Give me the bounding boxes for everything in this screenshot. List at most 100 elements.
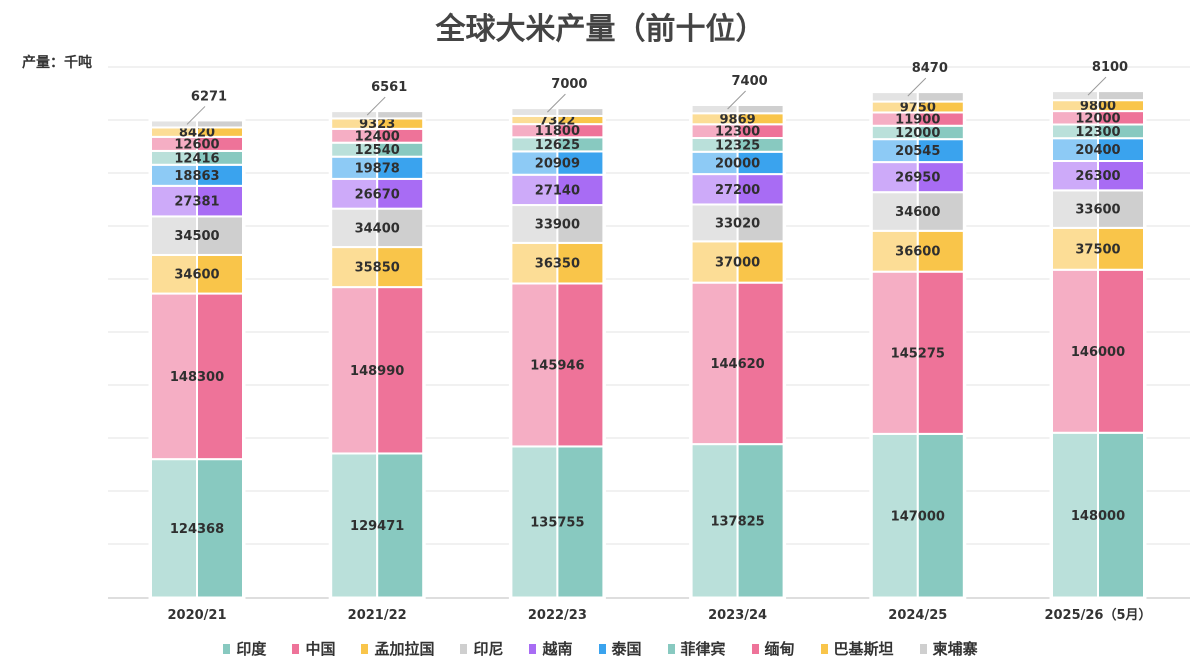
data-label: 137825 bbox=[710, 515, 764, 530]
legend-label: 中国 bbox=[305, 640, 336, 658]
legend-label: 印度 bbox=[236, 640, 267, 658]
data-label: 12625 bbox=[535, 138, 580, 153]
bar-segment-2-left bbox=[870, 270, 919, 435]
legend-item: 中国 bbox=[292, 638, 335, 659]
data-label: 8420 bbox=[179, 126, 215, 141]
bar-segment-10 bbox=[556, 107, 605, 117]
data-label: 36600 bbox=[895, 245, 940, 260]
callout-line bbox=[186, 106, 206, 125]
legend-swatch bbox=[529, 643, 537, 654]
chart-title: 全球大米产量（前十位） bbox=[435, 12, 766, 47]
data-label: 124368 bbox=[170, 522, 224, 537]
data-label: 37000 bbox=[715, 255, 760, 270]
data-label: 12000 bbox=[1075, 111, 1120, 126]
legend-item: 菲律宾 bbox=[667, 638, 726, 659]
bar-segment-10 bbox=[916, 91, 965, 103]
bar-segment-10 bbox=[376, 110, 425, 120]
callout-line bbox=[727, 90, 746, 110]
data-label: 148000 bbox=[1071, 509, 1125, 524]
data-label: 18863 bbox=[174, 169, 219, 184]
data-label: 9869 bbox=[720, 112, 756, 127]
data-label: 148300 bbox=[170, 370, 224, 385]
bar-segment-3 bbox=[556, 241, 605, 285]
data-label: 12540 bbox=[355, 143, 400, 158]
legend-item: 越南 bbox=[529, 638, 573, 659]
data-label: 26670 bbox=[355, 187, 400, 202]
bar-segment-4-left bbox=[1051, 189, 1099, 229]
bar-outline bbox=[869, 89, 967, 600]
bar-segment-10 bbox=[736, 103, 785, 115]
data-label: 12300 bbox=[715, 125, 760, 140]
data-label: 19878 bbox=[355, 161, 400, 176]
bar-segment-10 bbox=[1097, 90, 1145, 102]
data-label: 12400 bbox=[355, 129, 400, 144]
x-tick-label: 2024/25 bbox=[888, 608, 947, 623]
legend-swatch bbox=[460, 643, 468, 654]
legend-item: 孟加拉国 bbox=[361, 638, 434, 659]
data-label: 35850 bbox=[355, 261, 400, 276]
data-label: 12300 bbox=[1075, 125, 1120, 140]
legend-swatch bbox=[751, 643, 759, 654]
bar-segment-5 bbox=[376, 177, 425, 210]
legend-label: 缅甸 bbox=[764, 640, 795, 658]
data-label: 12416 bbox=[174, 151, 219, 166]
legend-swatch bbox=[598, 643, 606, 654]
legend-swatch bbox=[361, 643, 369, 654]
data-label: 20000 bbox=[715, 156, 760, 171]
bar-segment-3 bbox=[736, 240, 785, 284]
legend-item: 柬埔寨 bbox=[919, 638, 978, 659]
callout-line bbox=[366, 96, 386, 116]
bar-outline bbox=[508, 105, 606, 600]
data-label: 9323 bbox=[359, 117, 395, 132]
bar-segment-4 bbox=[376, 207, 425, 249]
data-label: 20545 bbox=[895, 144, 940, 159]
bar-segment-10 bbox=[196, 119, 244, 129]
data-label: 34500 bbox=[174, 229, 219, 244]
bar-segment-2-left bbox=[510, 282, 559, 448]
legend-swatch bbox=[820, 643, 828, 654]
legend-label: 印尼 bbox=[473, 640, 504, 658]
data-label: 26300 bbox=[1075, 169, 1120, 184]
data-label: 34600 bbox=[895, 205, 940, 220]
data-label: 34600 bbox=[174, 268, 219, 283]
bar-segment-2 bbox=[736, 281, 785, 446]
data-label: 144620 bbox=[710, 357, 764, 372]
legend-label: 泰国 bbox=[611, 640, 642, 658]
bar-segment-2-left bbox=[150, 292, 198, 461]
data-label: 36350 bbox=[535, 257, 580, 272]
data-label-top: 7000 bbox=[551, 77, 587, 92]
data-label: 12000 bbox=[895, 126, 940, 141]
x-tick-label: 2020/21 bbox=[167, 608, 226, 623]
data-label-top: 8470 bbox=[912, 61, 948, 76]
x-tick-label: 2023/24 bbox=[708, 608, 767, 623]
legend-item: 泰国 bbox=[598, 638, 642, 659]
data-label: 129471 bbox=[350, 519, 404, 534]
legend-swatch bbox=[919, 643, 927, 654]
bar-segment-2-left bbox=[690, 281, 739, 446]
data-label: 148990 bbox=[350, 364, 404, 379]
bar-segment-5 bbox=[736, 173, 785, 206]
bar-segment-1-left bbox=[150, 458, 198, 599]
data-label: 34400 bbox=[355, 221, 400, 236]
bar-outline bbox=[148, 117, 246, 600]
data-label: 27140 bbox=[535, 183, 580, 198]
legend-label: 柬埔寨 bbox=[932, 640, 978, 658]
bar-outline bbox=[1049, 88, 1147, 600]
callout-line bbox=[547, 93, 566, 113]
data-label: 33020 bbox=[715, 216, 760, 231]
data-label-top: 6271 bbox=[191, 89, 227, 104]
data-label: 145946 bbox=[530, 358, 584, 373]
bar-outline bbox=[328, 108, 426, 600]
callout-line bbox=[907, 77, 927, 97]
x-tick-label: 2025/26（5月） bbox=[1044, 607, 1151, 623]
legend-item: 印度 bbox=[223, 638, 266, 659]
bar-segment-2-left bbox=[330, 286, 379, 455]
bar-segment-5 bbox=[1097, 159, 1145, 192]
callout-line bbox=[1087, 76, 1107, 96]
bar-segment-5-left bbox=[330, 177, 379, 210]
y-axis-unit-label: 产量：千吨 bbox=[22, 55, 92, 71]
data-label: 12600 bbox=[174, 137, 219, 152]
legend-label: 菲律宾 bbox=[680, 640, 726, 658]
bar-segment-3 bbox=[376, 246, 425, 289]
